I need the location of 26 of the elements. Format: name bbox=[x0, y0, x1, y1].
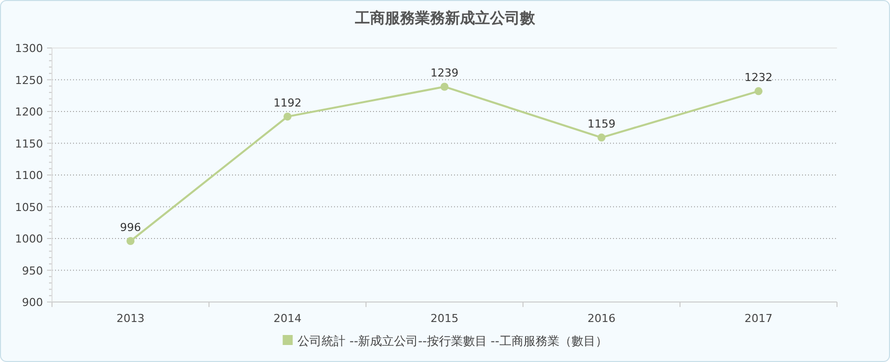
chart-title: 工商服務業務新成立公司數 bbox=[354, 9, 536, 27]
y-tick-label: 900 bbox=[22, 296, 43, 309]
point bbox=[126, 237, 134, 246]
y-tick-label: 950 bbox=[22, 264, 43, 278]
y-tick-label: 1050 bbox=[15, 200, 43, 214]
y-tick-label: 1200 bbox=[15, 106, 43, 118]
data-label: 1192 bbox=[274, 96, 302, 110]
x-tick-label: 2017 bbox=[744, 312, 772, 325]
data-label: 1239 bbox=[430, 66, 458, 80]
legend-label: 公司統計 --新成立公司--按行業數目 --工商服務業（數目） bbox=[298, 334, 608, 348]
y-tick-label: 1300 bbox=[15, 42, 43, 55]
x-tick-label: 2015 bbox=[430, 312, 458, 325]
point bbox=[284, 112, 292, 121]
y-tick-label: 1100 bbox=[15, 169, 43, 182]
point bbox=[440, 82, 448, 91]
x-tick-label: 2013 bbox=[116, 312, 144, 325]
point bbox=[754, 87, 762, 96]
x-tick-label: 2016 bbox=[588, 312, 616, 325]
data-label: 1159 bbox=[588, 118, 616, 131]
x-tick-label: 2014 bbox=[274, 312, 302, 325]
data-label: 996 bbox=[120, 221, 141, 234]
y-tick-label: 1150 bbox=[15, 137, 43, 150]
y-tick-label: 1000 bbox=[15, 232, 43, 246]
y-tick-label: 1250 bbox=[15, 74, 43, 87]
point bbox=[598, 134, 606, 142]
data-label: 1232 bbox=[744, 71, 772, 84]
